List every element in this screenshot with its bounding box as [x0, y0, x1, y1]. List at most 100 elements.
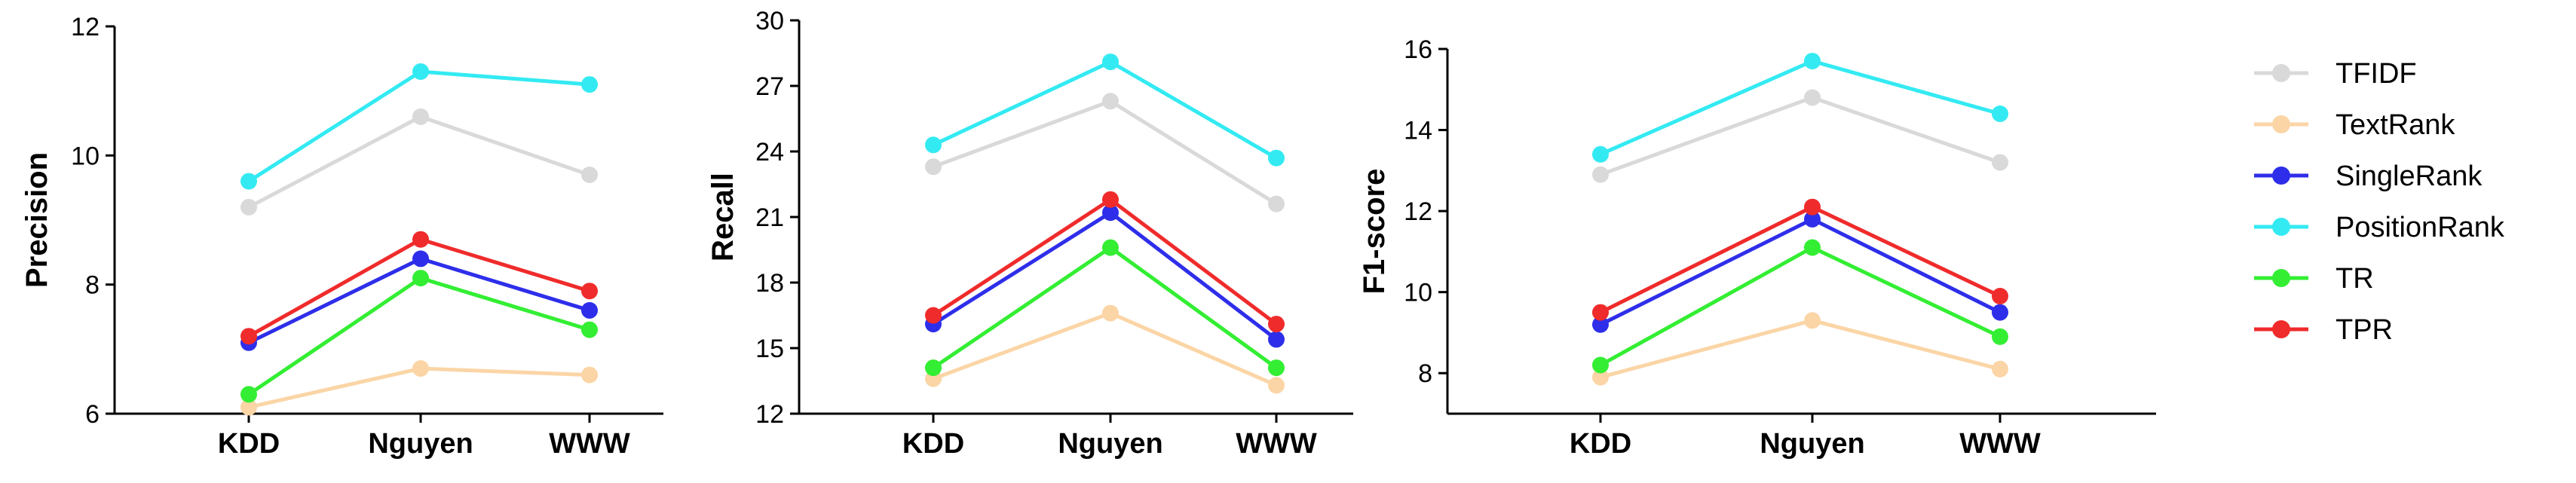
data-point-tr — [581, 321, 598, 338]
x-tick-label: Nguyen — [1760, 428, 1864, 460]
data-point-tfidf — [240, 198, 257, 216]
data-point-singlerank — [1268, 331, 1285, 348]
y-tick-label: 18 — [755, 269, 784, 298]
x-tick-label: KDD — [218, 428, 280, 460]
data-point-tr — [1102, 239, 1119, 256]
data-point-tpr — [240, 328, 257, 345]
chart-panel-3: 8 10 12 14 16 KDD Nguyen WWW F1-score — [1358, 35, 2156, 460]
data-point-positionrank — [581, 76, 598, 93]
legend: TFIDF TextRank SingleRank PositionRank TR TPR — [2254, 58, 2505, 346]
data-point-tfidf — [1992, 154, 2008, 171]
series-line-tfidf — [1600, 95, 2001, 177]
data-point-singlerank — [1804, 210, 1821, 228]
data-point-positionrank — [412, 63, 429, 80]
legend-label: SingleRank — [2336, 160, 2483, 192]
legend-marker — [2272, 167, 2290, 185]
data-point-tfidf — [1804, 89, 1821, 106]
data-point-tr — [412, 270, 429, 287]
series-line-positionrank — [247, 69, 590, 183]
legend-label: PositionRank — [2336, 212, 2505, 243]
data-point-tfidf — [925, 158, 942, 176]
data-point-tfidf — [1102, 93, 1119, 110]
data-point-tr — [925, 359, 942, 377]
data-point-tr — [1268, 359, 1285, 377]
chart-panel-2: 12 15 18 21 24 27 30 KDD Nguyen WWW Recall — [706, 7, 1353, 460]
data-point-tpr — [1102, 191, 1119, 208]
y-tick-label: 16 — [1404, 35, 1432, 64]
y-tick-label: 27 — [755, 72, 784, 101]
legend-label: TR — [2336, 263, 2374, 295]
data-point-textrank — [1992, 360, 2008, 378]
x-tick-label: WWW — [1236, 428, 1317, 460]
data-point-positionrank — [1592, 145, 1609, 163]
data-point-textrank — [412, 360, 429, 377]
data-point-textrank — [1804, 312, 1821, 329]
data-point-tpr — [1592, 304, 1609, 321]
y-tick-label: 12 — [755, 400, 784, 429]
y-tick-label: 6 — [85, 400, 100, 429]
y-tick-label: 8 — [1418, 359, 1432, 388]
x-tick-label: Nguyen — [368, 428, 473, 460]
legend-marker — [2272, 64, 2290, 82]
y-tick-label: 10 — [71, 142, 100, 170]
data-point-tr — [1992, 328, 2008, 345]
data-point-singlerank — [412, 250, 429, 267]
data-point-tpr — [1804, 198, 1821, 216]
y-axis-title: Recall — [706, 173, 740, 261]
data-point-tfidf — [412, 108, 429, 125]
data-point-textrank — [1592, 368, 1609, 386]
y-axis-title: Precision — [20, 152, 54, 288]
series-line-singlerank — [932, 210, 1278, 341]
y-tick-label: 30 — [755, 7, 784, 35]
legend-marker — [2272, 218, 2290, 236]
data-point-tpr — [412, 231, 429, 248]
data-point-tpr — [1992, 288, 2008, 304]
x-tick-label: WWW — [1959, 428, 2041, 460]
data-point-positionrank — [925, 136, 942, 154]
data-point-textrank — [1102, 304, 1119, 322]
x-tick-label: WWW — [549, 428, 630, 460]
series-line-tfidf — [247, 115, 590, 209]
data-point-positionrank — [1804, 53, 1821, 70]
data-point-tr — [240, 386, 257, 403]
series-line-tfidf — [933, 99, 1278, 206]
data-point-tfidf — [1592, 166, 1609, 183]
data-point-tfidf — [581, 167, 598, 183]
data-point-singlerank — [1102, 204, 1119, 222]
data-point-positionrank — [1992, 105, 2008, 122]
data-point-textrank — [581, 366, 598, 384]
y-tick-label: 12 — [71, 13, 100, 41]
data-point-tfidf — [1268, 195, 1285, 212]
series-line-positionrank — [932, 60, 1278, 160]
y-tick-label: 15 — [755, 335, 784, 363]
x-tick-label: KDD — [902, 428, 964, 460]
y-tick-label: 8 — [85, 271, 100, 300]
series-line-textrank — [933, 310, 1277, 387]
x-tick-label: KDD — [1570, 428, 1631, 460]
x-tick-label: Nguyen — [1058, 428, 1162, 460]
series-line-tr — [1599, 245, 2002, 367]
data-point-tr — [1592, 356, 1609, 374]
legend-label: TPR — [2336, 314, 2393, 346]
y-tick-label: 21 — [755, 203, 784, 232]
legend-marker — [2272, 115, 2290, 133]
data-point-positionrank — [1102, 53, 1119, 71]
legend-marker — [2272, 320, 2290, 338]
data-point-tr — [1804, 239, 1821, 256]
legend-label: TFIDF — [2336, 58, 2417, 90]
legend-marker — [2272, 269, 2290, 287]
data-point-singlerank — [1592, 316, 1609, 333]
data-point-singlerank — [1992, 304, 2008, 321]
y-tick-label: 12 — [1404, 197, 1432, 226]
y-tick-label: 24 — [755, 138, 784, 167]
y-tick-label: 14 — [1404, 117, 1432, 145]
y-axis-title: F1-score — [1358, 169, 1391, 295]
data-point-textrank — [240, 399, 257, 416]
data-point-tpr — [1268, 316, 1285, 333]
legend-label: TextRank — [2336, 109, 2455, 141]
data-point-positionrank — [240, 173, 257, 190]
data-point-singlerank — [581, 301, 598, 319]
data-point-tpr — [925, 307, 942, 324]
data-point-tpr — [581, 283, 598, 300]
